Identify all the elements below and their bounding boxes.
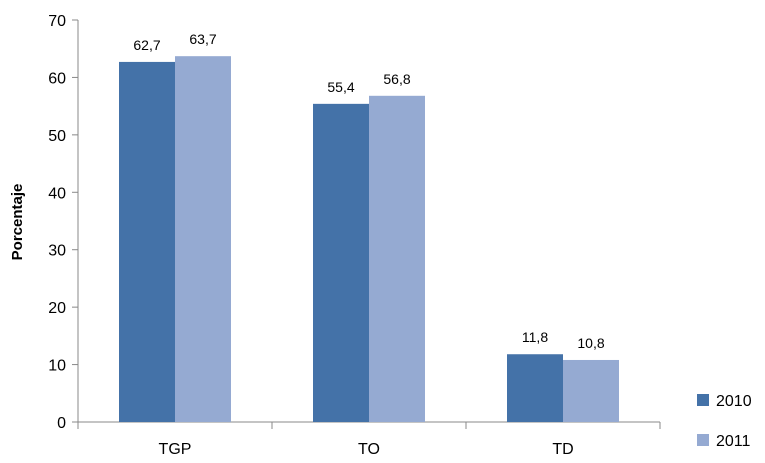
bar-2010-TD [507,354,563,422]
data-label: 62,7 [133,37,160,53]
data-label: 10,8 [577,335,604,351]
y-tick-label: 40 [48,185,66,202]
legend-swatch-2011 [697,434,709,446]
legend-label: 2010 [716,393,752,410]
legend: 2010 2011 [697,393,752,450]
x-tick-label: TO [358,441,380,458]
y-tick-label: 70 [48,13,66,30]
data-label: 56,8 [383,71,410,87]
y-tick-label: 60 [48,70,66,87]
y-tick-label: 30 [48,243,66,260]
y-tick-label: 0 [57,415,66,432]
data-label: 63,7 [189,31,216,47]
legend-label: 2011 [716,433,751,450]
y-tick-label: 10 [48,358,66,375]
x-tick-label: TGP [159,441,192,458]
x-tick-label: TD [552,441,573,458]
legend-swatch-2010 [697,394,709,406]
data-label: 11,8 [522,329,548,345]
bar-2011-TD [563,359,619,422]
bar-2010-TGP [119,61,175,423]
data-label: 55,4 [327,79,354,95]
bar-2010-TO [313,103,369,423]
y-tick-label: 50 [48,128,66,145]
bar-2011-TO [369,95,425,422]
y-axis: 0 10 20 30 40 50 60 70 [48,13,79,432]
y-tick-label: 20 [48,300,66,317]
bars [119,56,619,423]
data-labels: 62,7 63,7 55,4 56,8 11,8 10,8 [133,31,604,351]
bar-2011-TGP [175,56,231,423]
x-axis: TGP TO TD [77,421,661,458]
y-axis-title: Porcentaje [9,184,26,261]
